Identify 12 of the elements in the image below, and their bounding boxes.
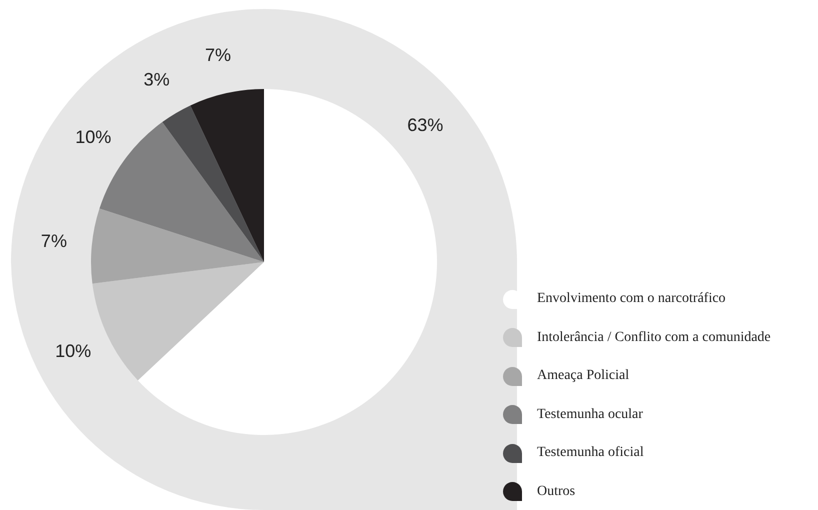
legend-label: Testemunha ocular: [537, 406, 643, 423]
legend-label: Outros: [537, 484, 576, 500]
legend-label: Ameaça Policial: [537, 368, 630, 384]
legend-label: Intolerância / Conflito com a comunidade: [537, 330, 771, 346]
data-label: 7%: [40, 231, 67, 252]
data-label: 3%: [144, 69, 170, 90]
legend-label: Testemunha oficial: [537, 445, 644, 462]
data-label: 10%: [75, 126, 112, 147]
data-label: 7%: [204, 45, 231, 66]
data-label: 63%: [407, 114, 444, 135]
legend-label: Envolvimento com o narcotráfico: [537, 291, 726, 308]
data-label: 10%: [55, 340, 92, 361]
